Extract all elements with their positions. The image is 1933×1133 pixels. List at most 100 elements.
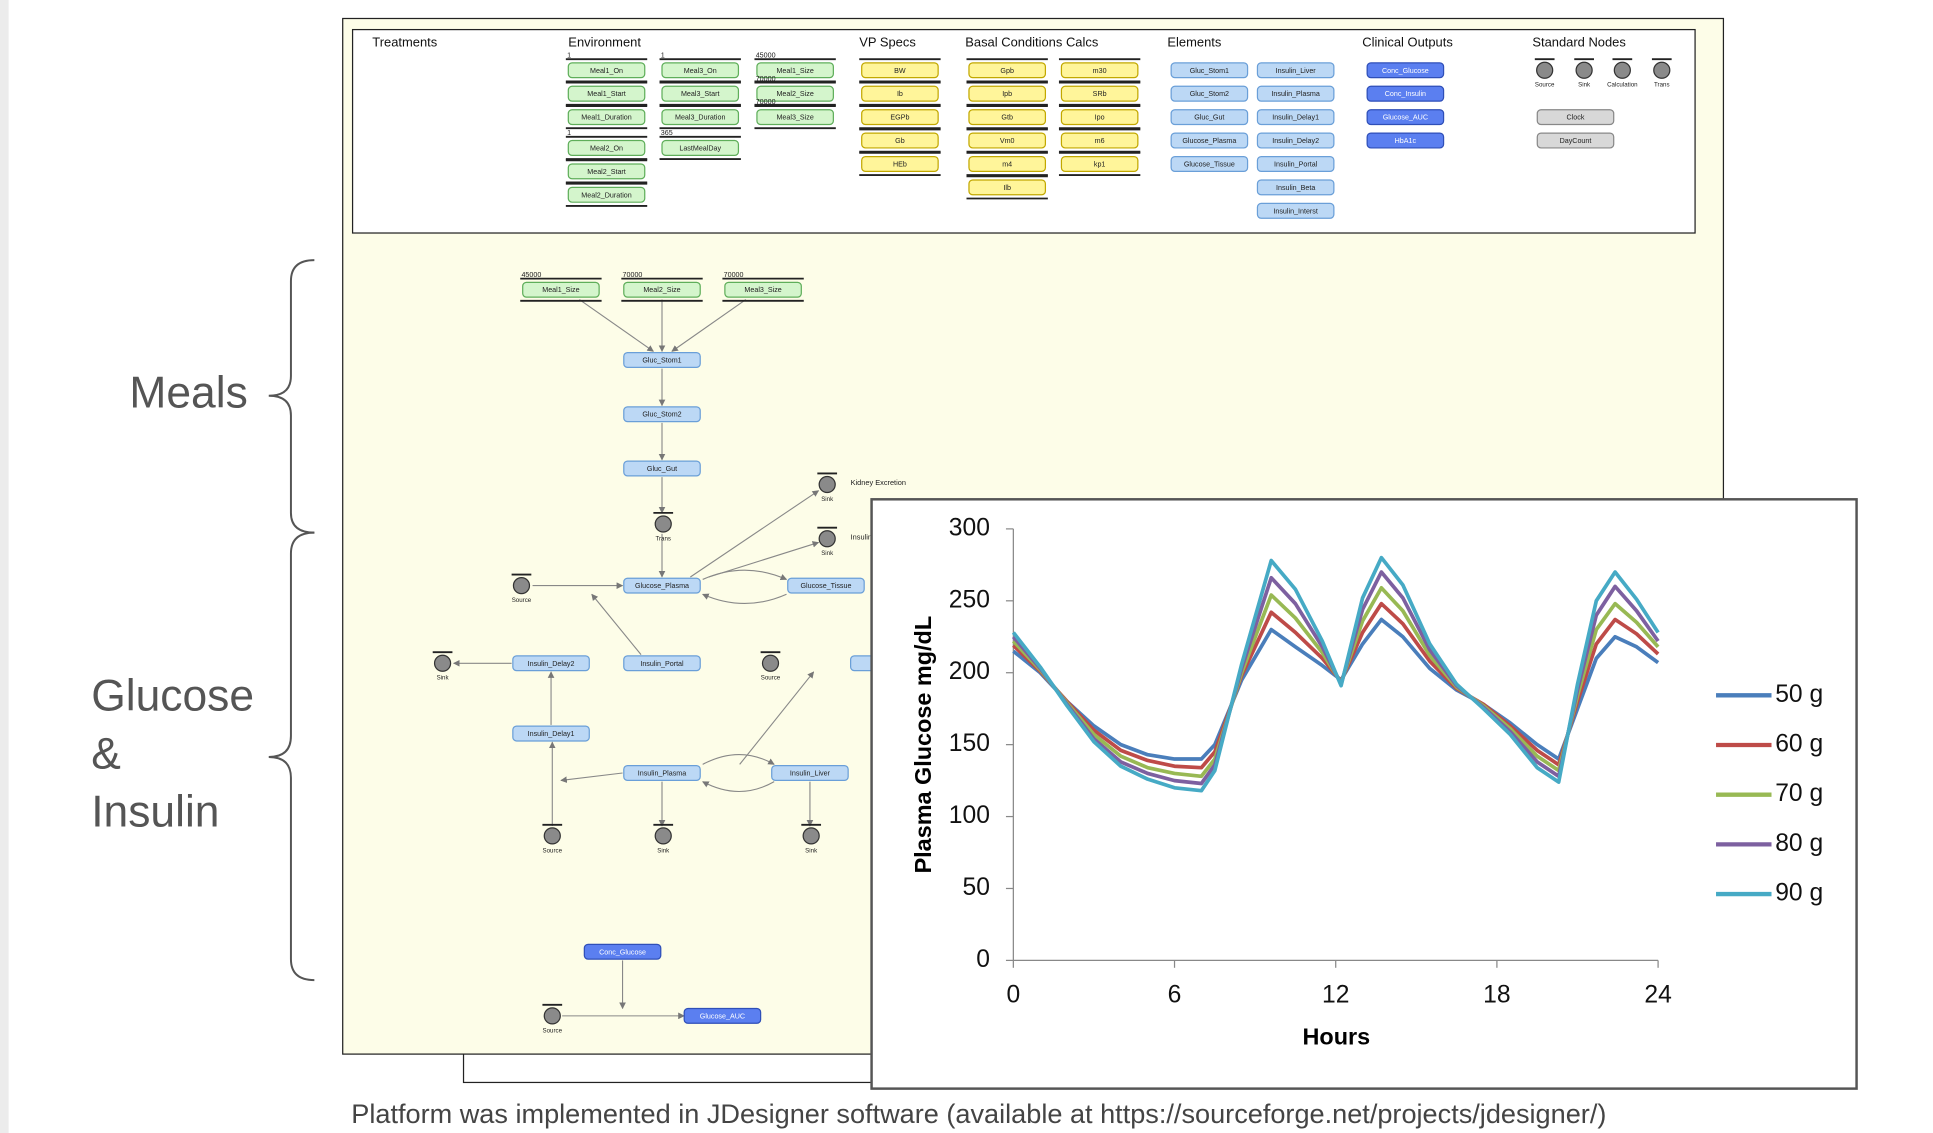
- node-label: Gtb: [1001, 114, 1013, 122]
- node-label: Meal2_Size: [776, 90, 813, 98]
- node-label: Meal1_Start: [587, 90, 626, 98]
- node-value: 70000: [756, 75, 776, 83]
- x-tick-label: 0: [1006, 982, 1020, 1009]
- node-label: Meal2_Size: [643, 286, 680, 294]
- palette-header: Standard Nodes: [1532, 35, 1625, 50]
- node-label: Insulin_Liver: [1276, 67, 1317, 75]
- node-label: DayCount: [1560, 137, 1592, 145]
- node-label: Meal3_Size: [776, 114, 813, 122]
- node-label: Ilb: [1003, 184, 1011, 192]
- meals-label: Meals: [129, 368, 247, 417]
- legend-label: 60 g: [1775, 731, 1823, 758]
- node-label: Sink: [1578, 82, 1591, 89]
- node-label: kp1: [1094, 160, 1106, 168]
- node-label: Insulin_Delay1: [1272, 114, 1319, 122]
- standard-node: [1537, 62, 1553, 78]
- x-tick-label: 12: [1322, 982, 1349, 1009]
- palette-header: Elements: [1167, 35, 1221, 50]
- annotation: Insulin: [851, 532, 872, 541]
- node-label: Conc_Glucose: [599, 948, 646, 956]
- node-label: Insulin_Delay2: [528, 660, 575, 668]
- x-axis-title: Hours: [1303, 1023, 1371, 1049]
- x-tick-label: 18: [1483, 982, 1510, 1009]
- node-label: Gpb: [1000, 67, 1014, 75]
- standard-node: [655, 828, 671, 844]
- node-label: Gluc_Stom2: [1190, 90, 1229, 98]
- node-label: Gluc_Stom1: [1190, 67, 1229, 75]
- palette-header: Basal Conditions Calcs: [965, 35, 1098, 50]
- legend-label: 70 g: [1775, 780, 1823, 807]
- node-label: Sink: [437, 675, 450, 682]
- node-value: 365: [661, 129, 673, 137]
- node-label: Insulin_Beta: [1276, 184, 1315, 192]
- node-label: HbA1c: [1395, 137, 1417, 145]
- node-label: m4: [1002, 160, 1012, 168]
- node-value: 1: [661, 51, 665, 59]
- node-label: Insulin_Interst: [1273, 207, 1317, 215]
- legend-label: 50 g: [1775, 681, 1823, 708]
- node-label: Meal3_Start: [681, 90, 720, 98]
- group-label: &: [91, 730, 121, 779]
- node-label: m30: [1093, 67, 1107, 75]
- node-label: BW: [894, 67, 906, 75]
- node-label: Insulin_Plasma: [1271, 90, 1319, 98]
- node-label: HEb: [893, 160, 907, 168]
- standard-node: [1576, 62, 1592, 78]
- standard-node: [655, 516, 671, 532]
- standard-node: [1654, 62, 1670, 78]
- node-label: Meal1_Duration: [581, 114, 631, 122]
- edge: [0, 0, 9, 1133]
- node-label: Insulin_Liver: [790, 770, 831, 778]
- node-label: Glucose_AUC: [1383, 114, 1428, 122]
- palette-header: Environment: [568, 35, 641, 50]
- annotation: Kidney Excretion: [851, 478, 906, 487]
- node-value: 45000: [756, 51, 776, 59]
- palette-header: Clinical Outputs: [1362, 35, 1453, 50]
- node-label: Glucose_AUC: [700, 1012, 745, 1020]
- standard-node: [513, 578, 529, 594]
- y-tick-label: 200: [949, 658, 990, 685]
- node-label: Meal1_Size: [776, 67, 813, 75]
- node-label: Meal3_Duration: [675, 114, 725, 122]
- node-label: Sink: [821, 496, 834, 503]
- standard-node: [819, 531, 835, 547]
- chart: Hours Plasma Glucose mg/dL 0501001502002…: [872, 499, 1857, 1088]
- node-value: 45000: [521, 271, 541, 279]
- node-label: Glucose_Plasma: [635, 582, 689, 590]
- legend-label: 90 g: [1775, 880, 1823, 907]
- node-label: Gluc_Gut: [647, 465, 677, 473]
- node-label: Sink: [805, 847, 818, 854]
- node-label: Gluc_Stom1: [642, 357, 681, 365]
- legend-label: 80 g: [1775, 830, 1823, 857]
- y-tick-label: 50: [963, 874, 990, 901]
- x-tick-label: 6: [1168, 982, 1182, 1009]
- y-tick-label: 100: [949, 802, 990, 829]
- node-label: Trans: [1654, 82, 1670, 89]
- node-label: Clock: [1567, 114, 1585, 122]
- figure: Meals Glucose & Insulin TreatmentsEnviro…: [0, 0, 1933, 1133]
- node-label: Insulin_Delay1: [528, 730, 575, 738]
- node-value: 1: [567, 51, 571, 59]
- node-label: Source: [761, 675, 781, 682]
- palette-header: Treatments: [372, 35, 437, 50]
- node-label: Sink: [821, 550, 834, 557]
- node-label: Glucose_Tissue: [800, 582, 851, 590]
- standard-node: [435, 655, 451, 671]
- node-label: Meal2_Duration: [581, 191, 631, 199]
- group-label: Insulin: [91, 788, 219, 837]
- y-tick-label: 150: [949, 730, 990, 757]
- node-label: Trans: [655, 535, 671, 542]
- node-value: 70000: [623, 271, 643, 279]
- node-label: SRb: [1093, 90, 1107, 98]
- node-label: Glucose_Tissue: [1184, 160, 1235, 168]
- node-label: Calculation: [1607, 82, 1638, 89]
- node-label: Insulin_Portal: [1274, 160, 1318, 168]
- node-label: Source: [543, 847, 563, 854]
- node-label: Meal1_On: [590, 67, 623, 75]
- node-label: Insulin_Plasma: [638, 770, 686, 778]
- node-value: 70000: [756, 98, 776, 106]
- node-label: Meal3_Size: [744, 286, 781, 294]
- y-tick-label: 250: [949, 586, 990, 613]
- node-label: Gluc_Stom2: [642, 411, 681, 419]
- node-label: Source: [1535, 82, 1555, 89]
